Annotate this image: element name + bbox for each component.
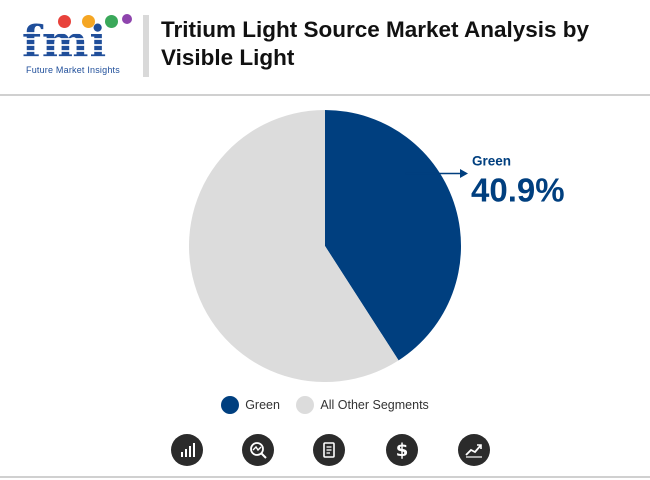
logo-dot-orange [82,15,95,28]
logo-dot-purple [122,14,132,24]
callout-value: 40.9% [471,172,565,209]
callout-label: Green [472,154,511,169]
chart-title: Tritium Light Source Market Analysis by … [161,17,590,70]
legend-swatch-green [221,396,240,414]
dollar-icon[interactable]: $ [386,434,418,466]
legend-item-other: All Other Segments [296,396,429,414]
svg-text:$: $ [396,440,409,460]
chart-area: Green 40.9% [0,96,650,426]
legend-item-green: Green [221,396,280,414]
pie-chart: Green 40.9% [189,110,565,382]
header: fmi Future Market Insights Tritium Light… [0,0,650,94]
legend-label-green: Green [245,398,280,412]
header-divider [0,94,650,96]
legend-swatch-other [296,396,315,414]
magnifier-chart-icon[interactable] [242,434,274,466]
pie-slice-all-other-segments [189,110,399,382]
legend: Green All Other Segments [0,396,650,418]
logo-subtitle: Future Market Insights [26,65,120,75]
report-document-icon[interactable] [313,434,345,466]
legend-label-other: All Other Segments [320,398,429,412]
logo-dot-red [58,15,71,28]
callout: Green 40.9% [405,154,565,209]
logo-stripes [22,28,124,62]
fmi-logo[interactable]: fmi Future Market Insights [22,12,140,78]
footer-divider [0,476,650,478]
title-accent-bar [143,15,149,77]
pie-slices [189,110,461,382]
logo-dot-green [105,15,118,28]
trend-line-icon[interactable] [458,434,490,466]
bar-chart-icon[interactable] [171,434,203,466]
callout-arrow-head [460,169,468,179]
footer-icon-row: $ [0,434,650,470]
pie-slice-green [325,110,461,361]
